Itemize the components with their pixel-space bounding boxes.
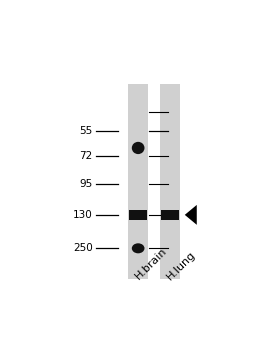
- FancyBboxPatch shape: [129, 210, 147, 220]
- Text: 95: 95: [79, 179, 92, 189]
- FancyBboxPatch shape: [160, 84, 180, 279]
- FancyBboxPatch shape: [161, 210, 179, 220]
- Text: H.brain: H.brain: [133, 246, 169, 282]
- Ellipse shape: [132, 243, 144, 253]
- Ellipse shape: [132, 142, 144, 154]
- Polygon shape: [185, 205, 197, 225]
- FancyBboxPatch shape: [128, 84, 148, 279]
- Text: 72: 72: [79, 151, 92, 161]
- Text: H.lung: H.lung: [165, 249, 198, 282]
- Text: 55: 55: [79, 126, 92, 136]
- Text: 130: 130: [73, 210, 92, 220]
- Text: 250: 250: [73, 243, 92, 253]
